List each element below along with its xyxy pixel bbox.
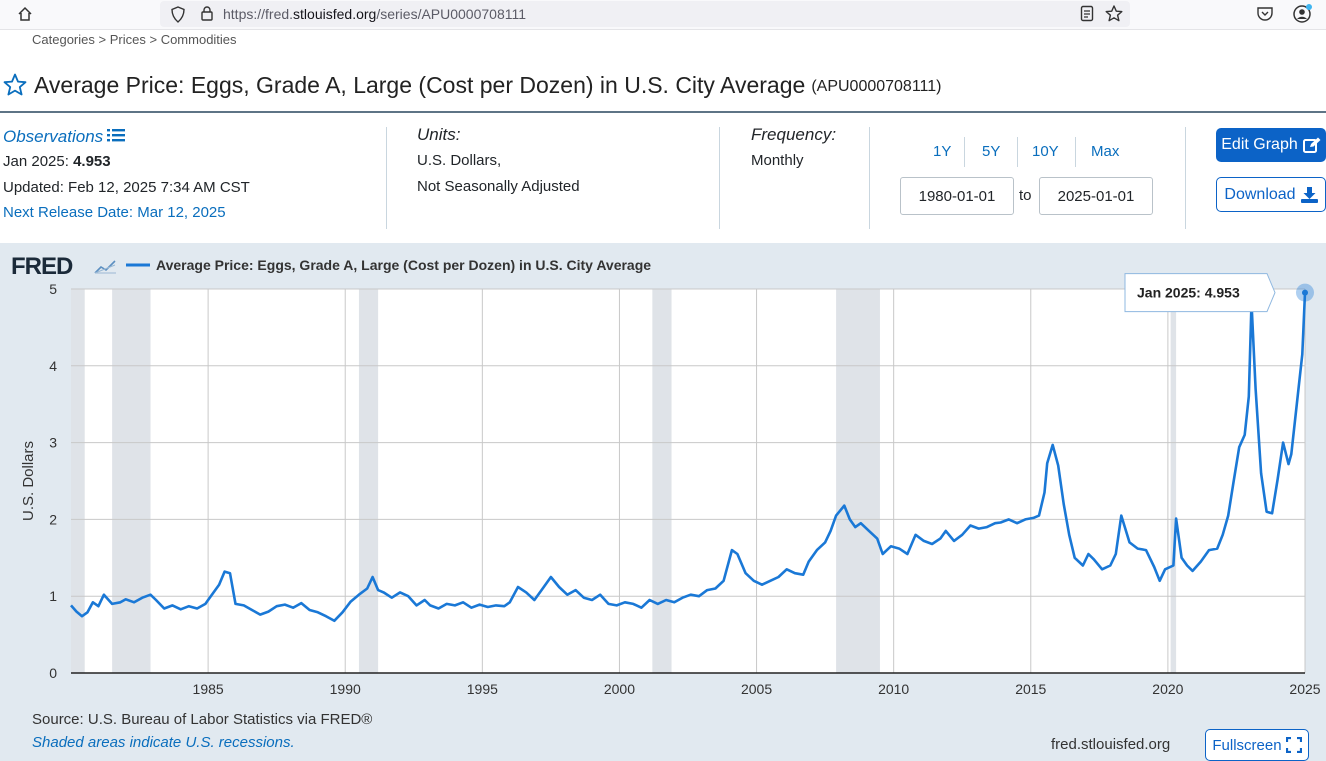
pocket-icon[interactable] (1256, 5, 1274, 28)
range-1y-button[interactable]: 1Y (933, 143, 952, 160)
frequency-value: Monthly (751, 152, 804, 169)
title-row: Average Price: Eggs, Grade A, Large (Cos… (2, 70, 941, 100)
breadcrumb-separator: > (98, 32, 107, 47)
range-separator (1017, 137, 1018, 167)
updated-text: Updated: Feb 12, 2025 7:34 AM CST (3, 179, 250, 196)
meta-divider (386, 127, 387, 229)
tooltip-text: Jan 2025: 4.953 (1137, 285, 1240, 301)
lock-icon[interactable] (200, 5, 214, 27)
meta-divider (869, 127, 870, 229)
observations-link[interactable]: Observations (3, 127, 104, 146)
recession-band (71, 289, 85, 673)
observations-panel: Observations Jan 2025: 4.953 Updated: Fe… (3, 124, 250, 226)
series-id: (APU0000708111) (811, 78, 942, 95)
fred-logo-icon (94, 264, 116, 274)
fullscreen-label: Fullscreen (1212, 736, 1282, 754)
start-date-input[interactable] (900, 177, 1014, 215)
units-line2: Not Seasonally Adjusted (417, 178, 580, 195)
download-icon (1300, 186, 1318, 203)
recession-band (1170, 289, 1177, 673)
edit-graph-label: Edit Graph (1221, 136, 1298, 153)
download-label: Download (1224, 185, 1296, 203)
units-panel: Units: U.S. Dollars, Not Seasonally Adju… (417, 122, 580, 200)
plot-area (71, 289, 1305, 673)
fred-logo-icon (94, 260, 116, 274)
meta-divider (719, 127, 720, 229)
recession-band (112, 289, 151, 673)
y-tick-label: 3 (49, 435, 57, 451)
y-axis-label: U.S. Dollars (20, 441, 37, 521)
end-date-input[interactable] (1039, 177, 1153, 215)
latest-value: 4.953 (73, 153, 111, 170)
breadcrumb-separator: > (149, 32, 158, 47)
range-5y-button[interactable]: 5Y (982, 143, 1001, 160)
range-10y-button[interactable]: 10Y (1032, 143, 1059, 160)
y-tick-label: 1 (49, 588, 57, 604)
fred-site-text: fred.stlouisfed.org (1051, 736, 1171, 753)
recession-note[interactable]: Shaded areas indicate U.S. recessions. (32, 734, 295, 751)
x-tick-label: 2010 (878, 681, 909, 697)
x-tick-label: 1990 (330, 681, 361, 697)
date-to-label: to (1019, 187, 1032, 204)
list-icon[interactable] (107, 129, 127, 146)
shield-icon[interactable] (170, 6, 186, 28)
recession-band (836, 289, 880, 673)
range-max-button[interactable]: Max (1091, 143, 1120, 160)
download-button[interactable]: Download (1216, 177, 1326, 212)
range-separator (1075, 137, 1076, 167)
url-bar[interactable]: https://fred.stlouisfed.org/series/APU00… (160, 1, 1130, 27)
next-release-text: Next Release Date: Mar 12, 2025 (3, 204, 226, 221)
breadcrumb-categories[interactable]: Categories (32, 32, 95, 47)
recession-band (652, 289, 672, 673)
y-tick-label: 2 (49, 511, 57, 527)
fred-logo[interactable]: FRED (11, 253, 116, 280)
fullscreen-button[interactable]: Fullscreen (1205, 729, 1309, 761)
meta-divider (1185, 127, 1186, 229)
legend-label: Average Price: Eggs, Grade A, Large (Cos… (156, 257, 651, 273)
bookmark-star-icon[interactable] (1104, 4, 1124, 29)
page-title: Average Price: Eggs, Grade A, Large (Cos… (34, 71, 806, 98)
chart[interactable]: FRED Average Price: Eggs, Grade A, Large… (0, 243, 1326, 703)
series-line[interactable] (70, 292, 1307, 623)
account-icon[interactable] (1292, 3, 1314, 30)
x-tick-label: 2005 (741, 681, 772, 697)
units-label: Units: (417, 125, 461, 144)
tooltip-box (1124, 273, 1276, 313)
home-icon[interactable] (16, 5, 34, 23)
y-tick-label: 4 (49, 358, 57, 374)
edit-graph-button[interactable]: Edit Graph (1216, 128, 1326, 162)
frequency-label: Frequency: (751, 125, 837, 144)
hover-point[interactable] (1302, 289, 1308, 296)
browser-toolbar: https://fred.stlouisfed.org/series/APU00… (0, 0, 1326, 30)
units-line1: U.S. Dollars, (417, 152, 502, 169)
breadcrumb-prices[interactable]: Prices (109, 32, 146, 47)
x-tick-label: 2015 (1015, 681, 1046, 697)
breadcrumb-commodities[interactable]: Commodities (160, 32, 237, 47)
title-divider (0, 111, 1326, 113)
edit-icon (1302, 137, 1321, 153)
favorite-star-icon[interactable] (2, 72, 28, 98)
x-tick-label: 2000 (604, 681, 635, 697)
y-tick-label: 5 (49, 281, 57, 297)
fred-logo-text: FRED (11, 253, 73, 280)
frequency-panel: Frequency: Monthly (751, 122, 836, 174)
reader-view-icon[interactable] (1080, 5, 1094, 27)
x-tick-label: 1985 (193, 681, 224, 697)
y-tick-label: 0 (49, 665, 57, 681)
x-tick-label: 2020 (1152, 681, 1183, 697)
chart-panel: FRED Average Price: Eggs, Grade A, Large… (0, 243, 1326, 761)
range-separator (964, 137, 965, 167)
breadcrumb: Categories > Prices > Commodities (32, 32, 237, 47)
x-tick-label: 1995 (467, 681, 498, 697)
latest-date: Jan 2025: (3, 153, 69, 170)
source-text: Source: U.S. Bureau of Labor Statistics … (32, 711, 373, 728)
url-text[interactable]: https://fred.stlouisfed.org/series/APU00… (223, 6, 527, 22)
x-tick-label: 2025 (1289, 681, 1320, 697)
recession-band (358, 289, 379, 673)
fullscreen-icon (1285, 737, 1302, 753)
